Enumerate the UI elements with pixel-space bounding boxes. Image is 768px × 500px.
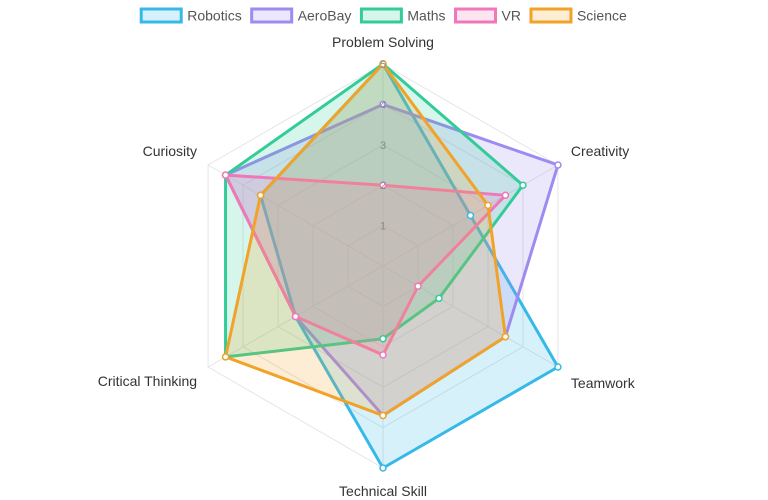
legend-swatch-science bbox=[529, 7, 573, 24]
data-point-vr-6 bbox=[221, 171, 230, 179]
legend-item-vr: VR bbox=[454, 7, 521, 24]
data-point-science-1 bbox=[379, 60, 387, 68]
data-point-vr-3 bbox=[414, 282, 422, 290]
legend-swatch-aerobay bbox=[250, 7, 294, 24]
legend-label-science: Science bbox=[577, 8, 627, 24]
legend-item-robotics: Robotics bbox=[139, 7, 242, 24]
axis-label-problem-solving: Problem Solving bbox=[332, 34, 434, 50]
legend-label-robotics: Robotics bbox=[187, 8, 241, 24]
axis-labels: Problem Solving Creativity Teamwork Technic… bbox=[98, 34, 636, 499]
data-point-robotics-2 bbox=[466, 211, 475, 220]
legend: Robotics AeroBay Maths VR Science bbox=[139, 7, 627, 24]
data-point-vr-2 bbox=[501, 191, 510, 200]
radial-ticks: 1 2 3 4 5 bbox=[380, 59, 386, 233]
data-point-robotics-4 bbox=[379, 464, 387, 472]
data-point-maths-3 bbox=[435, 294, 443, 303]
axis-label-curiosity: Curiosity bbox=[143, 143, 197, 159]
legend-item-maths: Maths bbox=[359, 7, 446, 24]
data-point-vr-4 bbox=[379, 351, 387, 359]
data-point-robotics-3 bbox=[554, 363, 562, 371]
data-point-science-6 bbox=[256, 191, 265, 200]
radar-series bbox=[221, 60, 562, 472]
axis-label-critical-thinking: Critical Thinking bbox=[98, 373, 197, 389]
grid-spoke-6 bbox=[207, 164, 384, 267]
tick-label-5: 5 bbox=[380, 59, 386, 71]
data-point-science-2 bbox=[484, 201, 492, 210]
data-point-science-3 bbox=[501, 332, 510, 341]
data-point-maths-2 bbox=[519, 181, 527, 189]
legend-label-aerobay: AeroBay bbox=[298, 8, 352, 24]
legend-item-science: Science bbox=[529, 7, 627, 24]
tick-label-4: 4 bbox=[380, 99, 386, 111]
data-point-science-4 bbox=[379, 411, 387, 420]
axis-label-technical-skill: Technical Skill bbox=[339, 483, 427, 499]
series-area-science bbox=[223, 61, 508, 418]
data-point-vr-1 bbox=[379, 181, 387, 189]
grid-spoke-3 bbox=[382, 265, 559, 368]
legend-swatch-robotics bbox=[139, 7, 183, 24]
tick-label-3: 3 bbox=[380, 140, 386, 152]
data-point-science-5 bbox=[221, 353, 230, 361]
legend-label-vr: VR bbox=[502, 8, 521, 24]
data-point-aerobay-2 bbox=[554, 161, 562, 169]
data-point-vr-5 bbox=[291, 312, 300, 321]
legend-label-maths: Maths bbox=[407, 8, 445, 24]
legend-item-aerobay: AeroBay bbox=[250, 7, 352, 24]
axis-label-teamwork: Teamwork bbox=[571, 375, 636, 391]
data-point-aerobay-1 bbox=[379, 100, 387, 109]
tick-label-1: 1 bbox=[380, 221, 386, 233]
legend-swatch-vr bbox=[454, 7, 498, 24]
data-point-maths-4 bbox=[379, 334, 387, 343]
legend-swatch-maths bbox=[359, 7, 403, 24]
tick-label-2: 2 bbox=[380, 180, 386, 192]
axis-label-creativity: Creativity bbox=[571, 143, 629, 159]
